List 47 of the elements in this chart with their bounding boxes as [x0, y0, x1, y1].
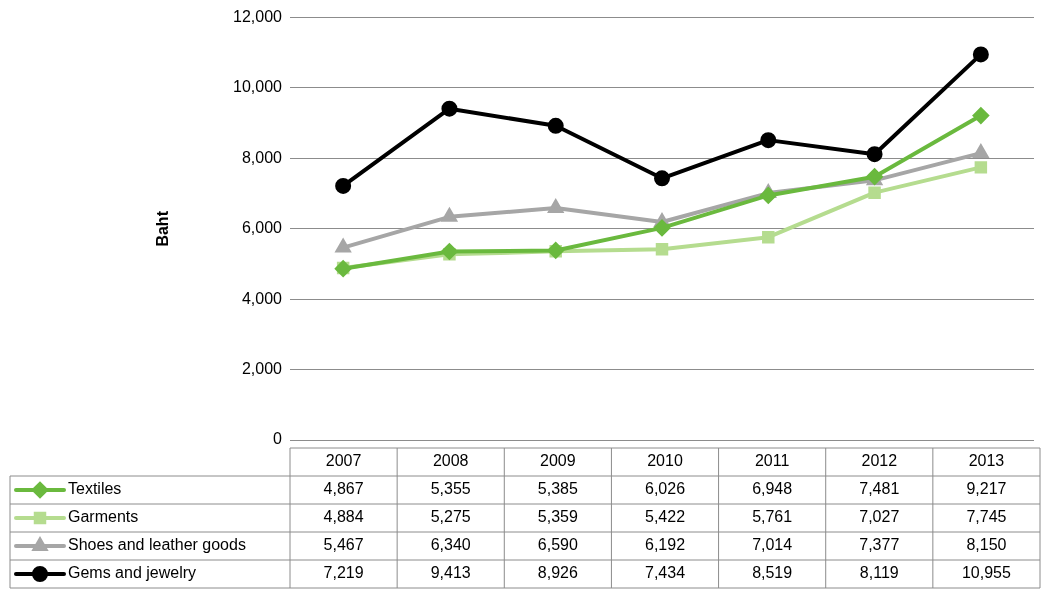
- data-label: 6,340: [430, 536, 471, 554]
- data-label: 7,027: [859, 508, 900, 526]
- data-label: 7,481: [859, 480, 900, 498]
- data-label: 8,119: [859, 564, 899, 582]
- data-label: 6,026: [644, 480, 686, 498]
- legend-label: Shoes and leather goods: [68, 536, 246, 554]
- data-label: 5,359: [537, 508, 578, 526]
- y-tick-label: 6,000: [241, 219, 283, 237]
- y-tick-label: 2,000: [241, 360, 283, 378]
- y-tick-label: 8,000: [241, 148, 283, 166]
- data-label: 10,955: [961, 564, 1011, 582]
- y-tick-label: 4,000: [241, 289, 283, 307]
- data-label: 6,948: [752, 480, 793, 498]
- data-label: 5,422: [644, 508, 686, 526]
- x-tick-label: 2007: [325, 452, 362, 470]
- data-label: 7,219: [323, 564, 364, 582]
- data-label: 8,926: [537, 564, 578, 582]
- data-label: 5,385: [537, 480, 578, 498]
- data-label: 5,275: [430, 508, 471, 526]
- y-tick-label: 0: [273, 430, 283, 448]
- data-label: 4,867: [323, 480, 364, 498]
- legend-label: Textiles: [68, 480, 122, 498]
- data-label: 9,217: [966, 480, 1007, 498]
- data-label: 7,014: [752, 536, 793, 554]
- data-label: 5,467: [323, 536, 364, 554]
- data-label: 8,519: [752, 564, 793, 582]
- data-label: 6,192: [644, 536, 686, 554]
- data-label: 8,150: [966, 536, 1007, 554]
- data-label: 7,745: [966, 508, 1007, 526]
- legend-label: Gems and jewelry: [68, 564, 197, 582]
- y-tick-label: 10,000: [233, 78, 283, 96]
- data-label: 4,884: [323, 508, 364, 526]
- data-label: 5,761: [752, 508, 793, 526]
- x-tick-label: 2009: [540, 452, 576, 470]
- legend-label: Garments: [68, 508, 139, 526]
- y-axis-title: Baht: [154, 210, 172, 247]
- data-label: 7,434: [644, 564, 686, 582]
- data-label: 6,590: [537, 536, 578, 554]
- x-tick-label: 2011: [754, 452, 790, 470]
- data-label: 7,377: [859, 536, 900, 554]
- data-label: 5,355: [430, 480, 471, 498]
- x-tick-label: 2012: [861, 452, 898, 470]
- data-label: 9,413: [430, 564, 471, 582]
- x-tick-label: 2008: [432, 452, 469, 470]
- y-tick-label: 12,000: [233, 8, 283, 26]
- x-tick-label: 2013: [968, 452, 1005, 470]
- x-tick-label: 2010: [647, 452, 683, 470]
